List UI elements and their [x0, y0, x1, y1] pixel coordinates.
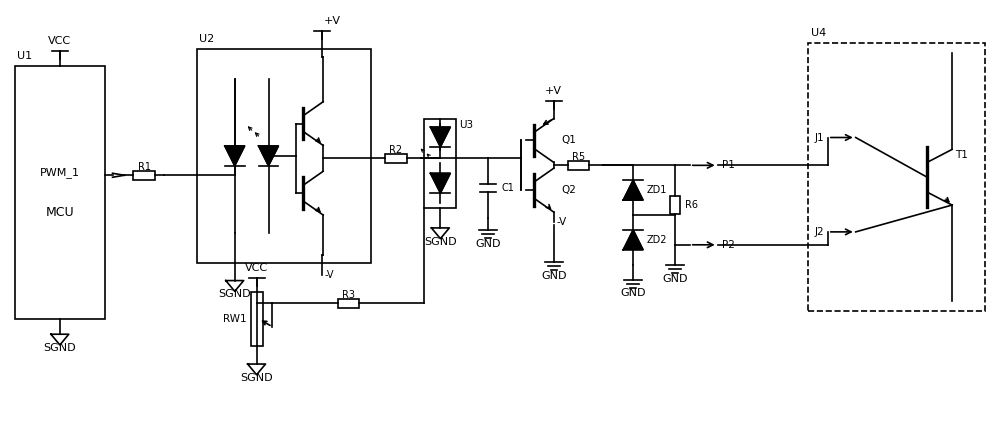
Text: -V: -V	[324, 270, 334, 280]
Text: U2: U2	[199, 34, 214, 44]
Text: R2: R2	[389, 145, 402, 155]
Text: +V: +V	[324, 16, 341, 26]
Bar	[197, 49, 371, 263]
Text: ZD2: ZD2	[647, 235, 668, 245]
Text: SGND: SGND	[240, 373, 273, 383]
Text: U1: U1	[17, 51, 32, 61]
Polygon shape	[430, 173, 450, 193]
Text: GND: GND	[475, 239, 501, 249]
Text: U3: U3	[459, 120, 473, 129]
Text: SGND: SGND	[424, 237, 457, 247]
Text: P2: P2	[722, 240, 734, 250]
Text: PWM_1: PWM_1	[40, 167, 80, 178]
Bar	[251, 292, 263, 346]
Text: GND: GND	[620, 289, 646, 298]
Text: MCU: MCU	[46, 206, 74, 219]
Polygon shape	[259, 146, 278, 166]
Text: T1: T1	[955, 150, 968, 160]
Text: C1: C1	[502, 183, 515, 193]
Text: P1: P1	[722, 160, 734, 170]
Text: VCC: VCC	[245, 263, 268, 273]
Polygon shape	[430, 127, 450, 147]
Bar	[15, 66, 105, 319]
Bar	[338, 299, 359, 308]
Polygon shape	[623, 230, 643, 250]
Text: +V: +V	[545, 86, 562, 96]
Bar	[670, 196, 680, 214]
Text: Q2: Q2	[562, 185, 576, 195]
Polygon shape	[623, 180, 643, 200]
Bar	[133, 171, 155, 180]
Text: SGND: SGND	[218, 289, 251, 299]
Bar	[808, 43, 985, 311]
Text: R1: R1	[138, 162, 151, 172]
Text: VCC: VCC	[48, 36, 71, 46]
Text: U4: U4	[811, 28, 826, 38]
Text: GND: GND	[541, 270, 566, 281]
Bar	[385, 154, 407, 163]
Text: GND: GND	[662, 273, 688, 284]
Text: J2: J2	[814, 227, 824, 237]
Bar	[568, 161, 589, 170]
Text: Q1: Q1	[562, 135, 576, 145]
Text: R5: R5	[572, 152, 585, 163]
Text: RW1: RW1	[223, 314, 247, 324]
Text: -V: -V	[557, 217, 567, 227]
Text: R3: R3	[342, 291, 355, 301]
Text: ZD1: ZD1	[647, 185, 667, 195]
Text: J1: J1	[814, 132, 824, 142]
Polygon shape	[225, 146, 245, 166]
Text: SGND: SGND	[44, 343, 76, 353]
Text: R6: R6	[685, 200, 698, 210]
Bar	[424, 119, 456, 208]
